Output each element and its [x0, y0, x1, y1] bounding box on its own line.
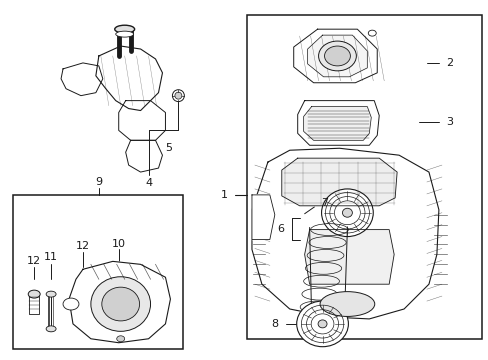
- Polygon shape: [96, 46, 162, 111]
- Text: 1: 1: [221, 190, 227, 200]
- Ellipse shape: [115, 25, 134, 33]
- Text: 3: 3: [445, 117, 452, 127]
- Ellipse shape: [318, 41, 356, 71]
- Ellipse shape: [321, 189, 372, 237]
- Ellipse shape: [317, 320, 326, 328]
- Polygon shape: [69, 261, 170, 343]
- Polygon shape: [281, 158, 396, 206]
- Ellipse shape: [172, 90, 184, 102]
- Polygon shape: [303, 107, 370, 140]
- Polygon shape: [125, 140, 162, 172]
- Text: 10: 10: [111, 239, 125, 248]
- Polygon shape: [307, 35, 366, 77]
- Text: 12: 12: [76, 242, 90, 252]
- Text: 2: 2: [445, 58, 452, 68]
- Text: 12: 12: [27, 256, 41, 266]
- Polygon shape: [304, 230, 393, 284]
- Text: 11: 11: [44, 252, 58, 262]
- Text: 9: 9: [95, 177, 102, 187]
- Polygon shape: [119, 100, 165, 140]
- Ellipse shape: [102, 287, 139, 321]
- Polygon shape: [61, 63, 102, 96]
- Ellipse shape: [320, 292, 374, 316]
- Ellipse shape: [28, 290, 40, 298]
- Ellipse shape: [324, 46, 350, 66]
- Text: 7: 7: [321, 198, 328, 208]
- Text: 5: 5: [164, 143, 172, 153]
- Ellipse shape: [342, 208, 352, 217]
- Text: 8: 8: [271, 319, 278, 329]
- Text: 4: 4: [144, 178, 152, 188]
- Ellipse shape: [63, 298, 79, 310]
- Text: 6: 6: [276, 224, 283, 234]
- Ellipse shape: [46, 291, 56, 297]
- Ellipse shape: [116, 31, 133, 37]
- Ellipse shape: [117, 336, 124, 342]
- Bar: [13, 195, 183, 349]
- Ellipse shape: [296, 301, 347, 347]
- Ellipse shape: [175, 92, 182, 99]
- Polygon shape: [251, 148, 438, 319]
- Ellipse shape: [46, 326, 56, 332]
- Ellipse shape: [367, 30, 375, 36]
- Polygon shape: [293, 29, 376, 83]
- Ellipse shape: [91, 277, 150, 331]
- Bar: [246, 15, 481, 339]
- Polygon shape: [29, 294, 39, 314]
- Polygon shape: [251, 195, 274, 239]
- Polygon shape: [297, 100, 379, 145]
